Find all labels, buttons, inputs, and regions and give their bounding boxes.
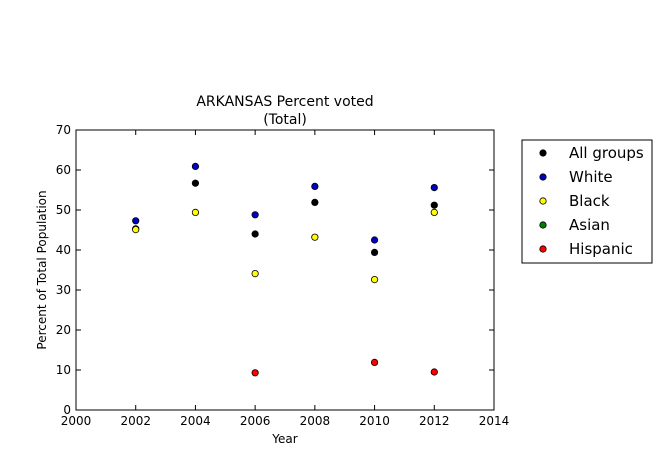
legend: All groups White Black Asian Hispanic — [521, 139, 653, 264]
point-all-groups — [430, 201, 438, 209]
y-tick-label: 50 — [56, 203, 71, 217]
x-axis-label: Year — [271, 432, 297, 446]
legend-marker-black — [539, 197, 547, 205]
legend-marker-white — [539, 173, 547, 181]
x-tick-label: 2004 — [180, 414, 211, 428]
y-axis-label: Percent of Total Population — [35, 190, 49, 349]
legend-label-all-groups: All groups — [569, 144, 644, 162]
y-axis-ticks: 0 10 20 30 40 50 60 70 — [56, 123, 494, 417]
point-hispanic — [370, 358, 379, 366]
chart-title-line2: (Total) — [263, 112, 307, 128]
y-tick-label: 10 — [56, 363, 71, 377]
y-tick-label: 40 — [56, 243, 71, 257]
y-tick-label: 60 — [56, 163, 71, 177]
legend-marker-all-groups — [539, 149, 547, 157]
point-black — [191, 208, 200, 216]
chart-title: ARKANSAS Percent voted (Total) — [196, 94, 373, 128]
point-white — [311, 182, 319, 190]
point-white — [251, 211, 259, 219]
x-tick-label: 2014 — [479, 414, 510, 428]
point-black — [251, 269, 259, 278]
x-tick-label: 2012 — [419, 414, 450, 428]
legend-label-hispanic: Hispanic — [569, 240, 633, 258]
point-hispanic — [430, 368, 438, 376]
point-black — [430, 208, 438, 216]
x-tick-label: 2010 — [359, 414, 390, 428]
point-all-groups — [311, 198, 319, 206]
point-white — [370, 236, 379, 244]
plot-area-frame — [75, 129, 495, 411]
point-all-groups — [191, 179, 200, 187]
point-white — [430, 184, 438, 192]
point-white — [191, 162, 200, 170]
data-points — [132, 162, 438, 377]
x-tick-label: 2008 — [300, 414, 331, 428]
legend-label-white: White — [569, 168, 613, 186]
legend-label-asian: Asian — [569, 216, 610, 234]
legend-label-black: Black — [569, 192, 610, 210]
chart-title-line1: ARKANSAS Percent voted — [196, 94, 373, 110]
x-tick-label: 2002 — [120, 414, 151, 428]
y-tick-label: 70 — [56, 123, 71, 137]
point-all-groups — [370, 248, 379, 256]
x-tick-label: 2000 — [61, 414, 92, 428]
point-white — [132, 217, 140, 225]
point-black — [311, 233, 319, 241]
y-tick-label: 0 — [63, 403, 71, 417]
x-axis-ticks: 2000 2002 2004 2006 2008 2010 2012 2014 — [61, 130, 510, 428]
point-black — [370, 275, 379, 284]
y-tick-label: 30 — [56, 283, 71, 297]
x-tick-label: 2006 — [240, 414, 271, 428]
point-hispanic — [251, 369, 259, 377]
point-all-groups — [251, 230, 259, 238]
legend-marker-asian — [539, 221, 547, 229]
point-black — [132, 226, 140, 234]
legend-marker-hispanic — [539, 245, 547, 253]
y-tick-label: 20 — [56, 323, 71, 337]
